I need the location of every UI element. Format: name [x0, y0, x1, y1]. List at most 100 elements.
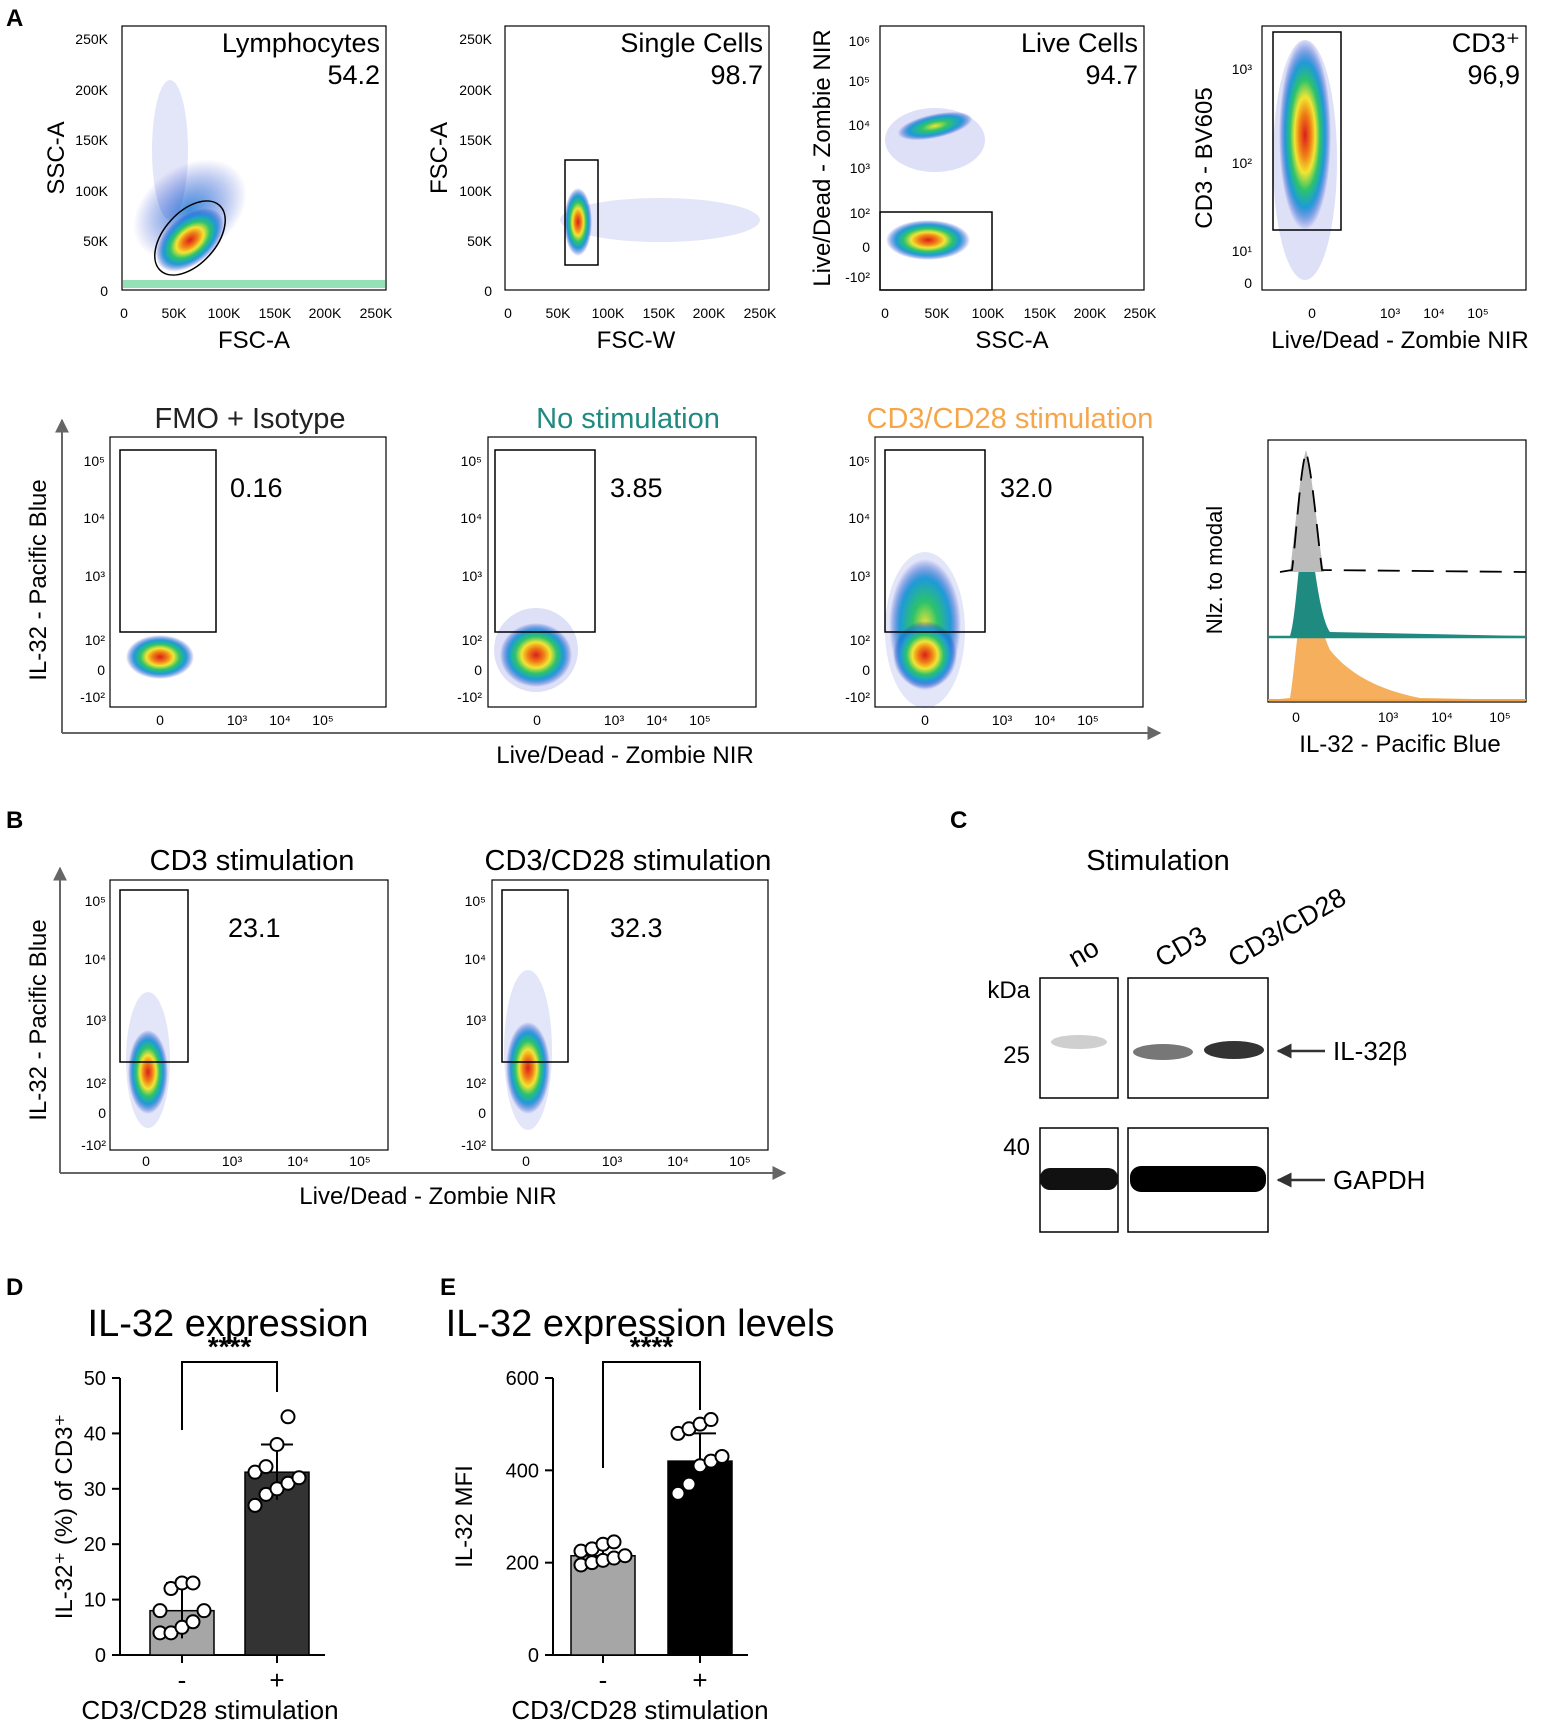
- stim-x-axis-label: Live/Dead - Zombie NIR: [496, 742, 753, 769]
- y-tick: 10²: [86, 1075, 107, 1091]
- x-tick: 10³: [602, 1153, 623, 1169]
- flow-plot-live-cells: Live Cells 94.7 Live/Dead - Zombie NIR S…: [809, 25, 1157, 354]
- y-tick: 200K: [459, 82, 492, 98]
- x-tick: 10⁵: [312, 712, 333, 728]
- y-tick: 10⁵: [849, 453, 870, 469]
- y-tick: 10⁵: [85, 893, 106, 909]
- y-tick-label: 0: [95, 1645, 106, 1667]
- histogram-il32: Nlz. to modal IL-32 - Pacific Blue 0 10³…: [1202, 439, 1527, 758]
- flow-plot-single-cells: Single Cells 98.7 FSC-A FSC-W 250K 200K …: [426, 25, 777, 354]
- plot-title: No stimulation: [536, 403, 720, 435]
- x-tick: 0: [1292, 709, 1300, 725]
- y-tick: 0: [98, 1105, 106, 1121]
- gate-value: 98.7: [710, 60, 763, 90]
- x-axis-label: SSC-A: [975, 327, 1048, 354]
- x-tick: 10³: [992, 712, 1013, 728]
- histogram-y-label: Nlz. to modal: [1202, 506, 1227, 634]
- x-tick-label: +: [692, 1665, 707, 1695]
- y-tick-label: 600: [506, 1368, 539, 1390]
- y-tick: 10⁴: [848, 510, 870, 526]
- x-tick: 250K: [1124, 305, 1157, 321]
- panel-letter-c: C: [950, 807, 967, 834]
- y-tick: 10²: [85, 632, 106, 648]
- gate-name: Live Cells: [1021, 28, 1138, 58]
- y-tick: 10³: [850, 568, 871, 584]
- x-tick: 10⁵: [1489, 709, 1510, 725]
- kda-label: kDa: [987, 977, 1030, 1004]
- significance-bracket: [602, 1361, 701, 1468]
- y-axis-label: FSC-A: [426, 122, 453, 194]
- y-tick: 0: [1244, 275, 1252, 291]
- x-tick-label: +: [269, 1665, 284, 1695]
- y-tick: 200K: [75, 82, 108, 98]
- gate-value: 23.1: [228, 913, 281, 943]
- y-tick: 50K: [83, 233, 109, 249]
- x-tick: 10⁵: [349, 1153, 370, 1169]
- flow-plot-cd3-cd28-stimulation: CD3/CD28 stimulation 32.0 10⁵ 10⁴ 10³ 10…: [845, 403, 1153, 728]
- significance-stars: ****: [630, 1331, 674, 1362]
- x-axis-label: CD3/CD28 stimulation: [81, 1695, 338, 1725]
- x-tick: 10⁵: [729, 1153, 750, 1169]
- panel-letter-a: A: [6, 5, 23, 32]
- y-tick: 10⁵: [849, 73, 870, 89]
- flow-plot-cd3-stimulation: CD3 stimulation 23.1 10⁵ 10⁴ 10³ 10² 0 -…: [81, 845, 389, 1169]
- x-tick: 10³: [604, 712, 625, 728]
- gate-value: 94.7: [1085, 60, 1138, 90]
- x-tick-label: -: [178, 1665, 187, 1695]
- significance-bracket: [181, 1361, 278, 1430]
- gate-name: Single Cells: [620, 28, 763, 58]
- x-tick: 10⁵: [1467, 305, 1488, 321]
- panel-letter-e: E: [440, 1274, 456, 1301]
- gate-name: Lymphocytes: [222, 28, 380, 58]
- y-tick: -10²: [457, 689, 482, 705]
- y-axis-label: CD3 - BV605: [1191, 87, 1218, 228]
- gate-name: CD3⁺: [1452, 28, 1520, 58]
- x-tick: 50K: [546, 305, 572, 321]
- x-tick: 10³: [1378, 709, 1399, 725]
- y-tick: 10²: [462, 632, 483, 648]
- lane-label: CD3/CD28: [1223, 882, 1351, 973]
- x-tick: 10⁴: [269, 712, 291, 728]
- chart-title: IL-32 expression: [88, 1303, 369, 1345]
- band-label-il32: IL-32β: [1333, 1036, 1407, 1066]
- data-point: [247, 1497, 263, 1513]
- x-tick: 150K: [643, 305, 676, 321]
- plot-title: CD3/CD28 stimulation: [867, 403, 1154, 435]
- x-axis-label: FSC-A: [218, 327, 290, 354]
- y-tick-label: 400: [506, 1460, 539, 1482]
- y-tick: 150K: [459, 132, 492, 148]
- x-tick: 10⁵: [689, 712, 710, 728]
- lane-label: CD3: [1150, 920, 1212, 973]
- flow-plot-fmo-isotype: FMO + Isotype 0.16 10⁵ 10⁴ 10³ 10² 0 -10…: [80, 403, 387, 728]
- panel-b-axis-arrows: [53, 866, 787, 1180]
- data-point: [617, 1548, 633, 1564]
- panel-b-y-axis-label: IL-32 - Pacific Blue: [25, 919, 52, 1120]
- x-tick: 200K: [1074, 305, 1107, 321]
- y-tick: -10²: [845, 689, 870, 705]
- x-tick: 10⁴: [1431, 709, 1453, 725]
- flow-plot-no-stimulation: No stimulation 3.85 10⁵ 10⁴ 10³ 10² 0 -1…: [457, 403, 757, 728]
- y-tick-label: 50: [84, 1368, 106, 1390]
- blot-title: Stimulation: [1086, 845, 1229, 877]
- lane-label: no: [1063, 932, 1104, 973]
- y-tick-label: 30: [84, 1479, 106, 1501]
- panel-b-x-axis-label: Live/Dead - Zombie NIR: [299, 1183, 556, 1210]
- data-point: [258, 1459, 274, 1475]
- plot-title: CD3/CD28 stimulation: [485, 845, 772, 877]
- y-tick: 10⁵: [461, 453, 482, 469]
- y-tick: 10⁴: [83, 510, 105, 526]
- x-tick: 100K: [972, 305, 1005, 321]
- x-axis-label: FSC-W: [597, 327, 676, 354]
- y-tick: 0: [862, 662, 870, 678]
- y-tick: -10²: [81, 1137, 106, 1153]
- y-tick-label: 0: [528, 1645, 539, 1667]
- y-tick: 10²: [466, 1075, 487, 1091]
- gate-value: 0.16: [230, 473, 283, 503]
- x-tick: 10⁵: [1077, 712, 1098, 728]
- y-tick: 0: [100, 283, 108, 299]
- y-tick-label: 10: [84, 1590, 106, 1612]
- y-tick-label: 20: [84, 1534, 106, 1556]
- y-tick: 10⁴: [848, 117, 870, 133]
- y-tick: 10²: [850, 205, 871, 221]
- x-tick: 50K: [925, 305, 951, 321]
